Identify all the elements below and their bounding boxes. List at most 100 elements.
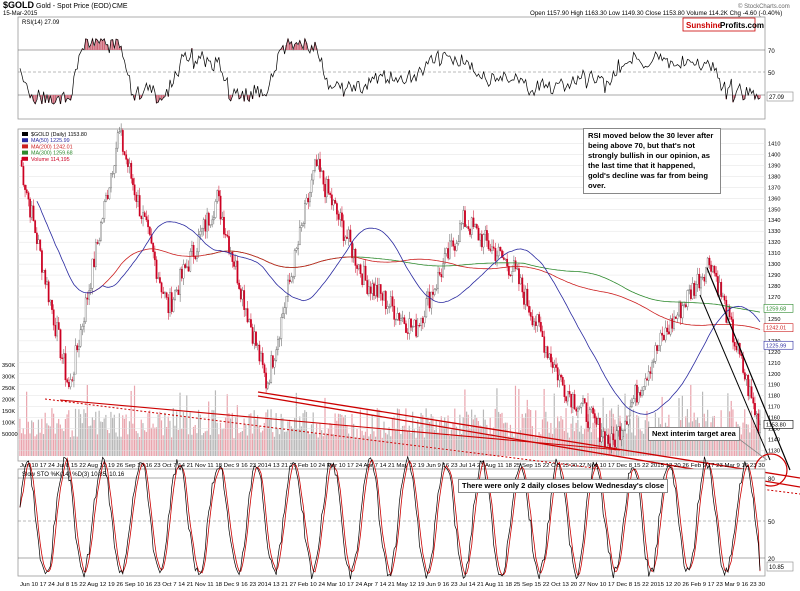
volume-bar <box>123 418 126 456</box>
candle-body <box>359 264 362 274</box>
volume-bar <box>406 430 409 456</box>
rsi-level-70: 70 <box>768 49 775 55</box>
candle-body <box>642 386 645 391</box>
candle-body <box>395 319 397 321</box>
volume-bar <box>366 409 368 456</box>
candle-body <box>477 227 480 241</box>
volume-bar <box>378 409 380 456</box>
candle-body <box>400 318 402 321</box>
candle-body <box>639 392 642 396</box>
candle-body <box>491 246 493 251</box>
volume-bar <box>727 393 729 456</box>
candle-body <box>91 258 94 289</box>
volume-bar <box>93 419 95 456</box>
legend-label: $GOLD (Daily) 1153.80 <box>31 132 87 138</box>
volume-bar <box>496 388 498 456</box>
candle-body <box>132 178 134 185</box>
candle-body <box>234 260 237 267</box>
volume-bar <box>258 426 260 456</box>
candle-body <box>443 253 446 264</box>
candle-body <box>273 359 276 368</box>
volume-bar <box>238 433 240 456</box>
volume-bar <box>125 414 127 456</box>
candle-body <box>243 290 246 310</box>
candle-body <box>310 179 313 193</box>
volume-bar <box>477 421 479 456</box>
volume-bar <box>749 432 751 456</box>
candle-body <box>366 280 369 294</box>
candle-body <box>632 398 635 403</box>
rsi-last-value: 27.09 <box>769 95 785 101</box>
candle-body <box>462 210 465 224</box>
candle-body <box>218 190 220 197</box>
volume-axis: 350K 300K 250K 200K 150K 100K 50000 <box>2 363 18 438</box>
support-line-long <box>59 399 621 451</box>
volume-bar <box>440 416 442 456</box>
candle-body <box>688 289 691 291</box>
candle-body <box>666 327 669 332</box>
candle-body <box>558 374 561 381</box>
volume-bar <box>400 434 402 456</box>
candle-body <box>730 316 733 320</box>
volume-bar <box>54 433 56 456</box>
volume-bar <box>435 419 437 456</box>
rsi-annotation: RSI moved below the 30 lever after being… <box>583 128 721 194</box>
volume-bar <box>568 437 571 456</box>
volume-bar <box>58 418 60 456</box>
candle-body <box>654 345 657 362</box>
volume-bar <box>540 434 542 456</box>
candle-body <box>298 227 301 246</box>
candle-body <box>627 415 630 425</box>
price-tick-label: 1390 <box>768 163 780 169</box>
candle-body <box>71 379 74 381</box>
candle-body <box>607 435 610 444</box>
volume-bar <box>280 413 282 456</box>
candle-body <box>20 159 23 167</box>
candle-body <box>111 173 114 175</box>
volume-bar <box>486 424 488 456</box>
ma50-line <box>36 201 761 415</box>
volume-bar <box>401 425 404 456</box>
candle-body <box>523 291 525 305</box>
candle-body <box>148 226 151 235</box>
candle-body <box>68 382 70 388</box>
volume-bar <box>383 421 385 456</box>
volume-bar <box>255 419 257 456</box>
volume-bar <box>317 437 319 456</box>
volume-bar <box>526 399 528 456</box>
volume-bar <box>309 434 311 456</box>
candle-body <box>489 248 492 251</box>
volume-bar <box>464 389 466 456</box>
volume-bar <box>653 429 655 456</box>
candle-body <box>30 205 33 218</box>
candle-body <box>609 443 611 448</box>
candle-body <box>283 307 286 314</box>
candle-body <box>160 282 163 293</box>
candle-body <box>69 379 72 388</box>
candle-body <box>88 290 90 300</box>
candle-body <box>290 276 293 282</box>
volume-bar <box>233 437 235 456</box>
volume-bar <box>572 416 574 456</box>
volume-bar <box>661 396 663 456</box>
volume-bar <box>262 430 264 456</box>
volume-bar <box>717 426 719 456</box>
candle-body <box>578 406 581 409</box>
candle-body <box>442 263 444 278</box>
volume-bar <box>422 415 424 456</box>
volume-bar <box>567 432 569 456</box>
volume-bar <box>589 413 591 456</box>
volume-bar <box>103 418 105 456</box>
candle-body <box>231 252 234 262</box>
candle-body <box>750 386 753 398</box>
candle-body <box>533 321 535 326</box>
volume-bar <box>251 433 254 456</box>
legend-label: Volume 114,195 <box>31 157 70 163</box>
candle-body <box>246 308 249 323</box>
volume-bar <box>29 433 31 456</box>
volume-bar <box>155 427 158 456</box>
volume-bar <box>177 429 179 456</box>
candle-body <box>300 225 303 228</box>
candle-body <box>157 277 160 279</box>
